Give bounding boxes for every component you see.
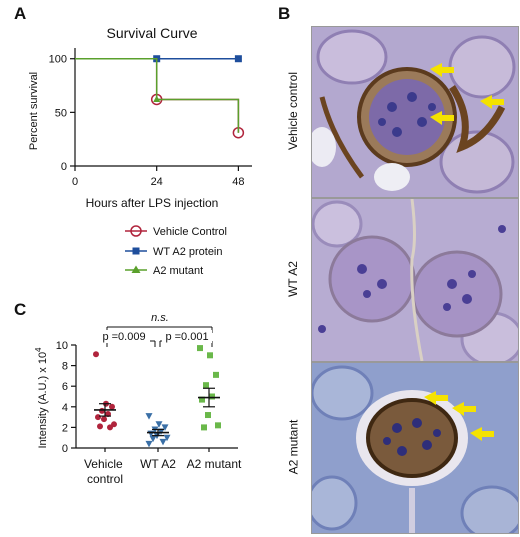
panel-letter-a: A [14, 4, 26, 23]
micrograph-mutant [311, 362, 519, 534]
survival-ylabel: Percent survival [28, 72, 40, 150]
intensity-group-0 [93, 351, 117, 431]
intensity-ytick-label: 2 [62, 422, 68, 434]
intensity-ytick-label: 8 [62, 361, 68, 373]
intensity-group-2 [197, 345, 221, 431]
micrograph-label-wt: WT A2 [286, 261, 301, 297]
survival-xtick-label: 0 [72, 176, 78, 188]
intensity-point [159, 438, 167, 446]
intensity-annotations: n.s. p =0.009 p =0.001 [98, 312, 213, 347]
intensity-point [209, 393, 215, 400]
intensity-point [97, 423, 103, 430]
intensity-points [93, 345, 221, 448]
survival-title: Survival Curve [106, 25, 197, 41]
intensity-point [99, 407, 105, 414]
survival-chart: Survival Curve Hours after LPS injection… [28, 25, 252, 210]
micrograph-wt [311, 198, 519, 362]
category-label-vehicle: Vehicle control [84, 457, 126, 486]
survival-series-0 [75, 57, 245, 139]
survival-legend: Vehicle Control WT A2 protein A2 mutant [125, 225, 227, 277]
legend-item-wt: WT A2 protein [125, 246, 223, 258]
intensity-point [199, 396, 205, 403]
micrograph-label-mutant: A2 mutant [286, 419, 301, 475]
intensity-ylabel-main: Intensity (A.U.) x 10 [37, 352, 49, 449]
intensity-point [207, 352, 213, 359]
intensity-point [215, 422, 221, 429]
intensity-category-labels: Vehicle control WT A2 A2 mutant [84, 457, 242, 486]
legend-label-wt: WT A2 protein [153, 246, 223, 258]
category-label-wt: WT A2 [140, 457, 176, 471]
survival-series [75, 55, 245, 139]
intensity-point [203, 382, 209, 389]
intensity-point [197, 345, 203, 352]
survival-series-2 [75, 57, 240, 133]
intensity-axes: 0 2 4 6 8 10 [56, 340, 238, 455]
intensity-point [161, 424, 169, 431]
intensity-point [145, 440, 153, 448]
intensity-point [205, 412, 211, 419]
intensity-point [213, 371, 219, 378]
intensity-group-1 [145, 413, 171, 448]
survival-ytick-label: 50 [55, 107, 67, 119]
intensity-ytick-label: 4 [62, 402, 68, 414]
intensity-point [95, 414, 101, 421]
survival-xtick-label: 48 [232, 176, 244, 188]
intensity-point [107, 424, 113, 431]
micrograph-wt-image [312, 199, 518, 361]
micrograph-vehicle-image [312, 27, 518, 197]
intensity-point [109, 403, 115, 410]
intensity-point [101, 416, 107, 423]
intensity-ytick-label: 10 [56, 340, 68, 352]
panel-letter-b: B [278, 4, 290, 23]
legend-item-mutant: A2 mutant [125, 265, 203, 277]
svg-text:Intensity (A.U.) x 104: Intensity (A.U.) x 104 [34, 347, 49, 449]
intensity-ylabel: Intensity (A.U.) x 104 [34, 347, 49, 449]
category-label-mutant: A2 mutant [187, 457, 242, 471]
micrograph-label-vehicle: Vehicle control [286, 71, 301, 151]
intensity-ytick-label: 6 [62, 381, 68, 393]
micrograph-mutant-image [312, 363, 518, 533]
survival-ytick-label: 100 [49, 54, 67, 66]
intensity-ytick-label: 0 [62, 443, 68, 455]
survival-marker [153, 95, 161, 102]
ns-annotation: n.s. [151, 312, 169, 324]
legend-item-vehicle: Vehicle Control [125, 225, 227, 238]
legend-label-mutant: A2 mutant [153, 265, 203, 277]
intensity-point [201, 424, 207, 431]
intensity-point [163, 434, 171, 442]
intensity-point [145, 413, 153, 420]
survival-axes: 0 50 100 0 24 48 [49, 48, 252, 188]
intensity-point [155, 421, 163, 428]
survival-xlabel: Hours after LPS injection [86, 196, 219, 210]
survival-marker [234, 55, 242, 63]
intensity-ylabel-sup: 4 [34, 347, 43, 352]
intensity-point [93, 351, 99, 358]
legend-label-vehicle: Vehicle Control [153, 226, 227, 238]
micrograph-vehicle [311, 26, 519, 198]
p-value-wt-mutant: p =0.001 [165, 331, 208, 343]
panel-letter-c: C [14, 300, 26, 319]
survival-ytick-label: 0 [61, 161, 67, 173]
intensity-point [149, 435, 157, 443]
survival-xtick-label: 24 [151, 176, 163, 188]
p-value-vehicle-wt: p =0.009 [102, 331, 145, 343]
